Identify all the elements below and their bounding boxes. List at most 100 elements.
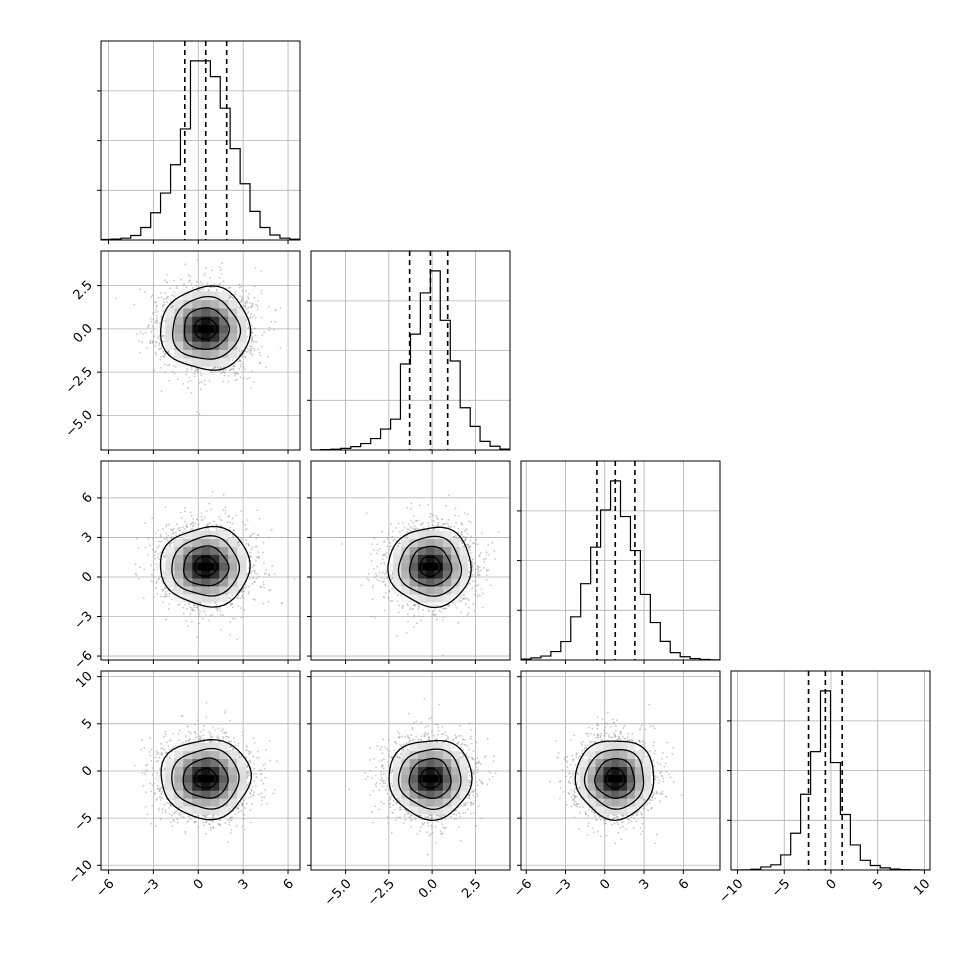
scatter-point xyxy=(184,263,187,266)
density-block xyxy=(228,333,238,342)
scatter-point xyxy=(436,518,439,521)
scatter-point xyxy=(253,314,256,317)
scatter-point xyxy=(212,827,215,830)
scatter-point xyxy=(445,826,448,829)
density-block xyxy=(201,366,211,375)
scatter-point xyxy=(464,536,466,539)
scatter-point xyxy=(247,593,250,595)
scatter-point xyxy=(251,785,254,788)
panel-2-1 xyxy=(311,461,510,660)
scatter-point xyxy=(575,755,578,758)
scatter-point xyxy=(260,270,263,272)
scatter-point xyxy=(149,339,152,342)
density-block xyxy=(434,578,444,587)
scatter-point xyxy=(639,740,641,743)
scatter-point xyxy=(274,320,277,323)
scatter-point xyxy=(409,607,412,609)
scatter-point xyxy=(421,522,424,525)
scatter-point xyxy=(207,528,210,531)
scatter-point xyxy=(166,281,168,284)
scatter-point xyxy=(253,762,255,765)
scatter-point xyxy=(460,746,462,749)
scatter-point xyxy=(408,528,411,531)
density-block xyxy=(201,750,211,760)
scatter-point xyxy=(597,830,600,833)
scatter-point xyxy=(436,529,439,531)
scatter-point xyxy=(205,814,207,817)
scatter-point xyxy=(477,568,480,570)
scatter-point xyxy=(176,821,179,824)
scatter-point xyxy=(469,549,472,552)
scatter-point xyxy=(402,749,405,751)
scatter-point xyxy=(397,736,400,739)
scatter-point xyxy=(447,494,450,497)
scatter-point xyxy=(162,596,165,598)
density-block xyxy=(201,782,211,791)
scatter-point xyxy=(487,553,490,556)
scatter-point xyxy=(417,608,420,611)
scatter-point xyxy=(430,824,433,827)
scatter-point xyxy=(402,822,405,825)
scatter-point xyxy=(241,594,244,597)
density-block xyxy=(165,758,175,767)
scatter-point xyxy=(582,806,584,809)
scatter-point xyxy=(485,568,488,571)
scatter-point xyxy=(569,738,572,741)
scatter-point xyxy=(474,585,477,588)
density-block xyxy=(174,333,184,342)
scatter-point xyxy=(215,527,218,530)
scatter-point xyxy=(444,731,447,733)
scatter-point xyxy=(255,303,257,306)
scatter-point xyxy=(144,522,146,525)
scatter-point xyxy=(208,741,211,744)
scatter-point xyxy=(160,595,163,598)
scatter-point xyxy=(258,351,261,354)
scatter-point xyxy=(135,538,138,540)
scatter-point xyxy=(633,817,636,819)
scatter-point xyxy=(573,816,576,819)
scatter-point xyxy=(396,600,399,603)
scatter-point xyxy=(494,772,497,775)
density-block xyxy=(192,299,202,309)
scatter-point xyxy=(383,578,386,580)
scatter-point xyxy=(478,570,480,572)
scatter-point xyxy=(168,740,171,742)
density-block xyxy=(451,538,460,547)
scatter-point xyxy=(595,736,597,739)
scatter-point xyxy=(200,381,203,383)
scatter-point xyxy=(162,298,165,300)
scatter-point xyxy=(144,791,147,794)
scatter-point xyxy=(427,503,430,506)
scatter-point xyxy=(253,349,256,352)
axes-frame-1-0 xyxy=(100,250,301,451)
density-block xyxy=(434,806,444,815)
scatter-point xyxy=(169,544,172,547)
scatter-point xyxy=(441,619,444,622)
scatter-point xyxy=(382,802,385,805)
scatter-point xyxy=(216,366,219,369)
contour-1 xyxy=(183,307,231,350)
scatter-point xyxy=(563,757,566,760)
scatter-point xyxy=(418,615,421,618)
scatter-point xyxy=(151,325,154,328)
scatter-point xyxy=(165,595,168,598)
density-block xyxy=(459,790,469,799)
density-block xyxy=(459,554,469,563)
scatter-point xyxy=(421,822,424,825)
scatter-point xyxy=(388,753,390,756)
scatter-point xyxy=(168,802,170,805)
scatter-point xyxy=(436,817,438,820)
scatter-point xyxy=(461,542,463,544)
scatter-point xyxy=(166,301,169,303)
density-block xyxy=(210,790,220,799)
scatter-point xyxy=(193,723,196,726)
scatter-point xyxy=(379,748,382,751)
scatter-point xyxy=(134,572,137,575)
axes-frame-2-0 xyxy=(100,460,301,661)
density-block xyxy=(237,308,247,317)
density-block xyxy=(434,562,444,571)
scatter-point xyxy=(268,305,270,308)
scatter-point xyxy=(441,726,444,729)
scatter-point xyxy=(661,757,663,760)
density-block xyxy=(210,758,220,767)
